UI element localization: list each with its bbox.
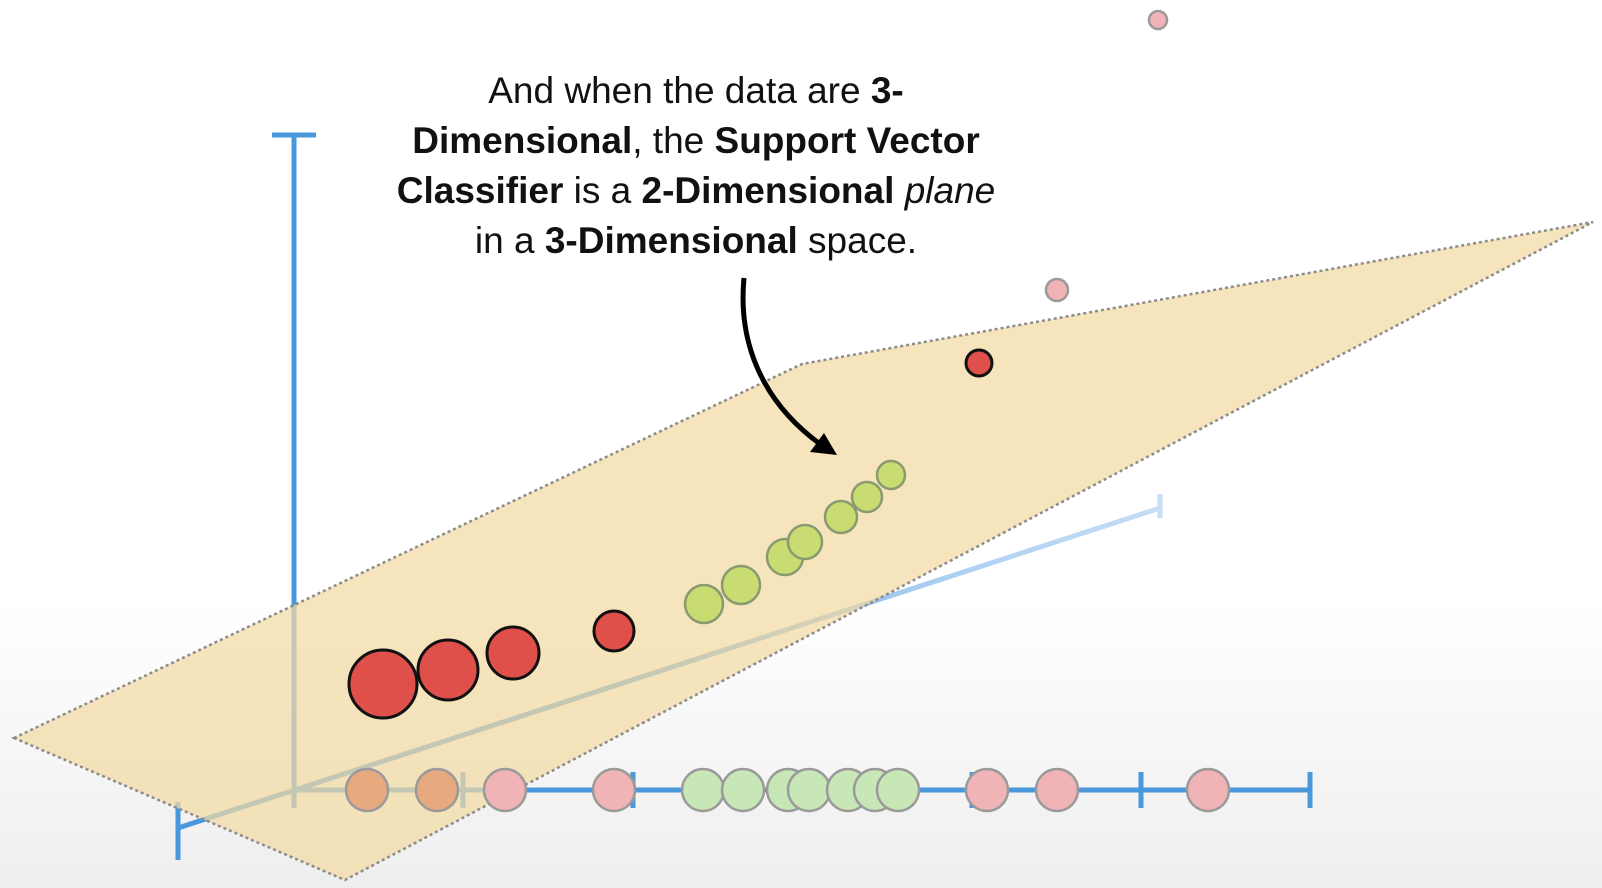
data-point — [823, 499, 859, 535]
data-point — [683, 583, 725, 625]
data-point — [482, 767, 528, 813]
data-point — [1147, 9, 1169, 31]
caption-line-3: Classifier is a 2-Dimensional plane — [396, 170, 996, 211]
curved-arrow-icon — [740, 277, 837, 455]
data-point — [1044, 277, 1070, 303]
data-point — [875, 459, 907, 491]
far-points — [1044, 9, 1169, 303]
caption-line-4: in a 3-Dimensional space. — [474, 220, 918, 261]
data-point — [720, 564, 762, 606]
data-point — [720, 767, 766, 813]
data-point — [964, 348, 994, 378]
data-point — [680, 767, 726, 813]
data-point — [344, 767, 390, 813]
data-point — [347, 648, 419, 720]
data-point — [786, 523, 824, 561]
data-point — [592, 609, 636, 653]
projected-points — [344, 767, 1231, 813]
caption-line-1: And when the data are 3- — [488, 70, 904, 111]
green-points — [683, 459, 907, 625]
data-point — [414, 767, 460, 813]
red-points — [347, 348, 994, 720]
data-point — [1185, 767, 1231, 813]
data-point — [416, 638, 480, 702]
data-point — [786, 767, 832, 813]
data-point — [485, 625, 541, 681]
data-point — [964, 767, 1010, 813]
caption-line-2: Dimensional, the Support Vector — [412, 120, 980, 161]
data-point — [875, 767, 921, 813]
caption: And when the data are 3- Dimensional, th… — [340, 66, 1052, 266]
data-point — [850, 480, 884, 514]
data-point — [1034, 767, 1080, 813]
data-point — [591, 767, 637, 813]
